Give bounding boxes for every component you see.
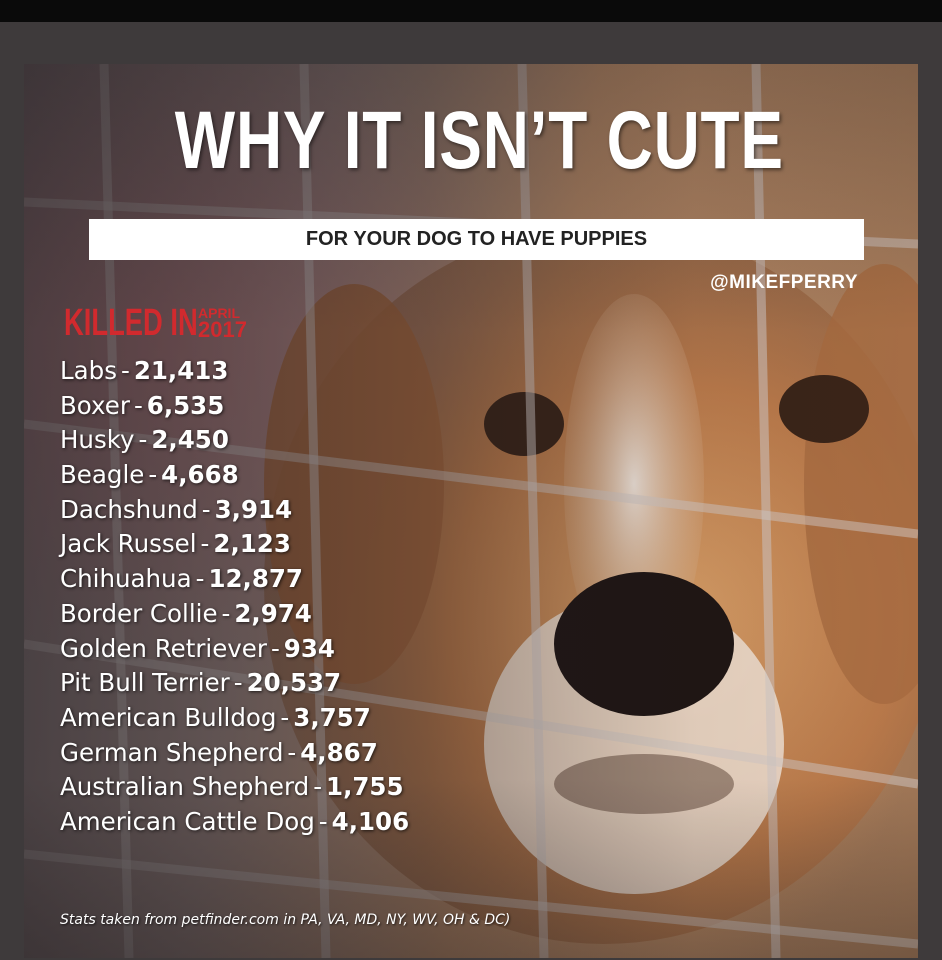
list-item: Pit Bull Terrier -20,537 [60,666,409,701]
breed-separator: - [195,564,205,594]
list-item: Jack Russel -2,123 [60,527,409,562]
breed-name: Golden Retriever [60,633,267,663]
author-handle: @MIKEFPERRY [710,272,858,293]
breed-count: 2,123 [213,529,291,559]
breed-name: German Shepherd [60,737,284,767]
killed-year: 2017 [198,317,247,342]
breed-count: 4,867 [300,737,378,767]
list-item: Labs -21,413 [60,354,409,389]
killed-date: APRIL 2017 [198,306,247,341]
breed-separator: - [221,598,231,628]
breed-count: 21,413 [133,356,229,385]
breed-name: American Cattle Dog [60,806,315,836]
killed-heading: KILLED IN APRIL 2017 [64,300,314,346]
list-item: Border Collie -2,974 [60,597,409,632]
breed-separator: - [233,668,243,698]
subtitle-banner: FOR YOUR DOG TO HAVE PUPPIES [89,219,864,260]
list-item: Beagle -4,668 [60,458,409,493]
breed-count: 3,914 [214,494,293,524]
breed-name: Chihuahua [60,564,192,594]
breed-name: Pit Bull Terrier [60,668,230,698]
breed-separator: - [201,494,211,524]
breed-count: 6,535 [146,390,225,420]
breed-separator: - [200,529,210,559]
breed-count: 20,537 [246,668,342,698]
list-item: Chihuahua -12,877 [60,562,409,597]
breed-name: Husky [60,425,135,455]
text-overlay-shade [24,64,918,958]
breed-name: Jack Russel [60,529,197,559]
breed-name: Dachshund [60,494,198,524]
list-item: American Bulldog -3,757 [60,701,409,736]
breed-separator: - [313,772,323,802]
poster-subtitle: FOR YOUR DOG TO HAVE PUPPIES [305,228,648,250]
breed-separator: - [148,460,158,490]
breed-count: 4,106 [331,806,410,836]
breed-name: American Bulldog [60,702,277,732]
breed-list: Labs -21,413 Boxer -6,535 Husky -2,450 Beag… [60,354,409,840]
breed-name: Australian Shepherd [60,772,310,802]
breed-separator: - [138,425,148,455]
breed-name: Boxer [60,390,130,420]
breed-separator: - [270,633,280,663]
list-item: Dachshund -3,914 [60,493,409,528]
breed-name: Border Collie [60,598,218,628]
breed-count: 1,755 [326,772,404,802]
source-note: Stats taken from petfinder.com in PA, VA… [60,912,511,928]
poster: WHY IT ISN’T CUTE FOR YOUR DOG TO HAVE P… [24,64,918,958]
breed-count: 3,757 [293,702,371,732]
killed-month: APRIL [198,305,240,321]
breed-separator: - [318,806,328,836]
list-item: German Shepherd -4,867 [60,736,409,771]
breed-count: 4,668 [161,460,239,490]
killed-label: KILLED IN [64,302,198,344]
breed-separator: - [120,356,130,385]
breed-count: 2,450 [151,425,229,455]
breed-separator: - [133,390,143,420]
poster-title: WHY IT ISN’T CUTE [174,95,784,186]
breed-separator: - [280,702,290,732]
breed-name: Beagle [60,460,145,490]
list-item: Australian Shepherd -1,755 [60,770,409,805]
breed-count: 934 [283,633,335,663]
list-item: Boxer -6,535 [60,389,409,424]
breed-count: 12,877 [208,564,303,594]
breed-name: Labs [60,356,117,385]
breed-separator: - [287,737,297,767]
list-item: Golden Retriever -934 [60,632,409,667]
image-frame: WHY IT ISN’T CUTE FOR YOUR DOG TO HAVE P… [0,22,942,960]
list-item: Husky -2,450 [60,423,409,458]
list-item: American Cattle Dog -4,106 [60,805,409,840]
breed-count: 2,974 [234,598,312,628]
